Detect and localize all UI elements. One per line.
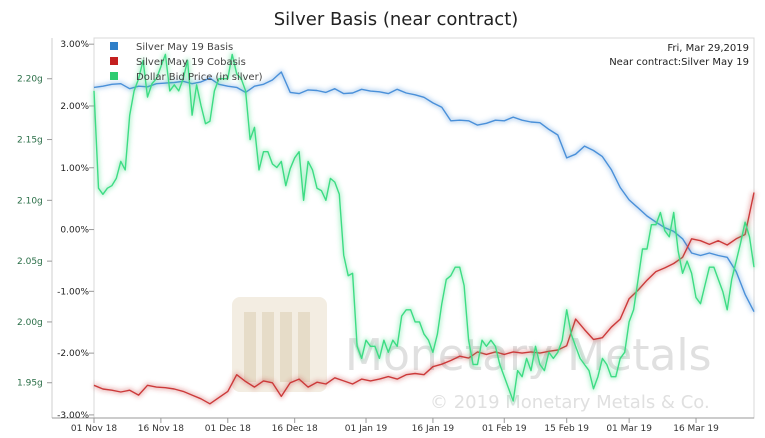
series-line-basis: [93, 71, 755, 313]
near-contract-label: Near contract:Silver May 19: [609, 57, 749, 68]
series-line-cobasis: [93, 192, 755, 405]
y-left-tick-label: -2.00%: [57, 349, 89, 359]
x-tick-label: 01 Jan 19: [345, 424, 388, 434]
watermark-logo: Monetary Metals © 2019 Monetary Metals &…: [232, 297, 712, 413]
y-left-tick-label: 1.00%: [60, 164, 89, 174]
y-left-tick-label: 0.00%: [60, 226, 89, 236]
y-left-tick-label: -1.00%: [57, 287, 89, 297]
x-tick-label: 16 Nov 18: [138, 424, 184, 434]
y-right-tick-label: 2.00g: [17, 318, 43, 328]
series-layer: [91, 52, 757, 407]
legend-swatch-cobasis: [110, 57, 118, 65]
legend-label-cobasis: Silver May 19 Cobasis: [136, 57, 246, 68]
legend-label-basis: Silver May 19 Basis: [136, 42, 233, 53]
x-tick-label: 01 Nov 18: [71, 424, 117, 434]
x-tick-label: 16 Dec 18: [272, 424, 318, 434]
y-left-tick-label: -3.00%: [57, 411, 89, 421]
watermark-copyright: © 2019 Monetary Metals & Co.: [430, 392, 710, 413]
y-right-tick-label: 2.20g: [17, 75, 43, 85]
legend-label-dollar-bid: Dollar Bid Price (in silver): [136, 72, 263, 83]
date-label: Fri, Mar 29,2019: [667, 43, 749, 54]
x-tick-label: 01 Feb 19: [482, 424, 527, 434]
y-right-tick-label: 2.05g: [17, 257, 43, 267]
y-right-tick-label: 2.15g: [17, 136, 43, 146]
y-left-tick-label: 2.00%: [60, 102, 89, 112]
legend-swatch-dollar-bid: [110, 72, 118, 80]
legend: Silver May 19 Basis Silver May 19 Cobasi…: [110, 42, 263, 83]
chart-title: Silver Basis (near contract): [274, 9, 519, 30]
x-tick-label: 01 Mar 19: [606, 424, 652, 434]
axes: 3.00% 2.00% 1.00% 0.00% -1.00% -2.00% -3.00% 2.…: [17, 37, 755, 434]
y-right-tick-label: 2.10g: [17, 196, 43, 206]
x-tick-label: 16 Jan 19: [412, 424, 455, 434]
y-right-tick-label: 1.95g: [17, 379, 43, 389]
x-tick-label: 16 Mar 19: [673, 424, 719, 434]
y-left-tick-label: 3.00%: [60, 40, 89, 50]
legend-swatch-basis: [110, 42, 118, 50]
series-line-dollar-bid: [93, 53, 755, 402]
x-tick-label: 01 Dec 18: [205, 424, 251, 434]
x-tick-label: 15 Feb 19: [544, 424, 589, 434]
